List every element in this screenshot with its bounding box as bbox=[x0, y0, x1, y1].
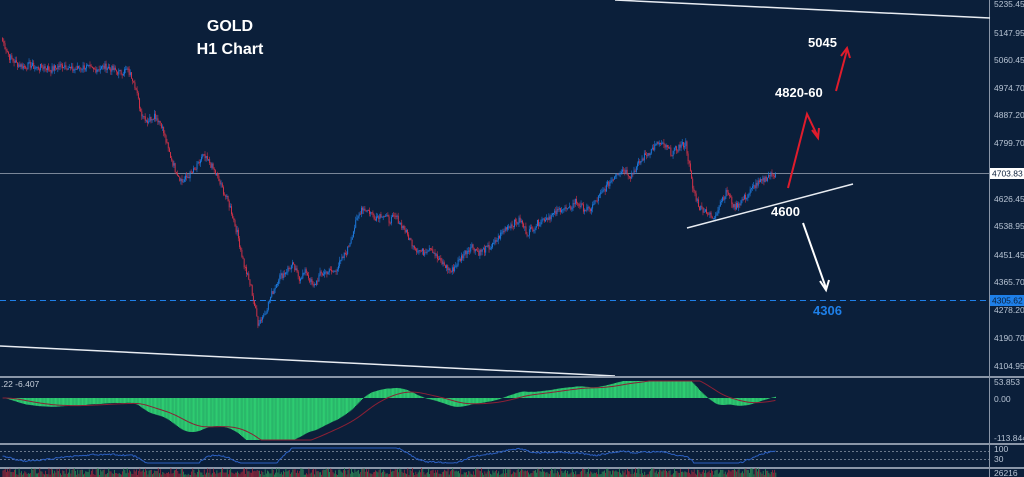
macd-axis-label: -113.844 bbox=[994, 433, 1024, 443]
price-tick: 5060.45 bbox=[994, 55, 1024, 65]
chart-title-symbol: GOLD bbox=[207, 18, 253, 35]
annotation-pivot: 4600 bbox=[771, 204, 800, 219]
rsi-axis-label: 30 bbox=[994, 454, 1004, 464]
macd-header-values: .22 -6.407 bbox=[1, 379, 40, 389]
macd-axis-label: 53.853 bbox=[994, 377, 1020, 387]
price-tick: 4887.20 bbox=[994, 110, 1024, 120]
lower-channel-trendline bbox=[0, 345, 616, 377]
annotation-target-high: 5045 bbox=[808, 35, 837, 50]
volume-axis-label: 26216 bbox=[994, 468, 1018, 477]
price-tick: 4451.45 bbox=[994, 250, 1024, 260]
price-tick: 4104.95 bbox=[994, 361, 1024, 371]
ascending-support-trendline bbox=[686, 183, 854, 229]
bullish-scenario-arrows bbox=[787, 45, 851, 189]
rsi-axis-label: 100 bbox=[994, 444, 1008, 454]
panel-separator bbox=[0, 467, 1024, 469]
panel-separator bbox=[0, 376, 1024, 378]
chart-title-timeframe: H1 Chart bbox=[197, 41, 264, 58]
annotation-target-low: 4306 bbox=[813, 303, 842, 318]
price-axis: 5235.45 5147.95 5060.45 4974.70 4887.20 … bbox=[994, 0, 1024, 371]
support-price-tag: 4305.62 bbox=[992, 296, 1023, 306]
volume-panel bbox=[2, 468, 777, 477]
upper-channel-trendline bbox=[614, 0, 991, 19]
macd-panel bbox=[2, 380, 776, 441]
price-tick: 4799.70 bbox=[994, 138, 1024, 148]
price-tick: 4538.95 bbox=[994, 221, 1024, 231]
macd-axis-label: 0.00 bbox=[994, 394, 1011, 404]
price-tick: 4365.70 bbox=[994, 277, 1024, 287]
support-price-tag-bg bbox=[990, 295, 1024, 306]
rsi-line bbox=[2, 447, 776, 464]
price-tick: 4278.20 bbox=[994, 305, 1024, 315]
candlestick-series bbox=[2, 37, 776, 329]
price-tick: 4974.70 bbox=[994, 83, 1024, 93]
price-tick: 4626.45 bbox=[994, 194, 1024, 204]
bearish-scenario-arrow bbox=[802, 222, 830, 293]
annotation-target-mid: 4820-60 bbox=[775, 85, 823, 100]
price-tick: 5235.45 bbox=[994, 0, 1024, 9]
panel-separator bbox=[0, 443, 1024, 445]
price-tick: 4190.70 bbox=[994, 333, 1024, 343]
current-price-tag-bg bbox=[990, 168, 1024, 179]
current-price-tag: 4703.83 bbox=[992, 169, 1023, 179]
price-tick: 5147.95 bbox=[994, 28, 1024, 38]
